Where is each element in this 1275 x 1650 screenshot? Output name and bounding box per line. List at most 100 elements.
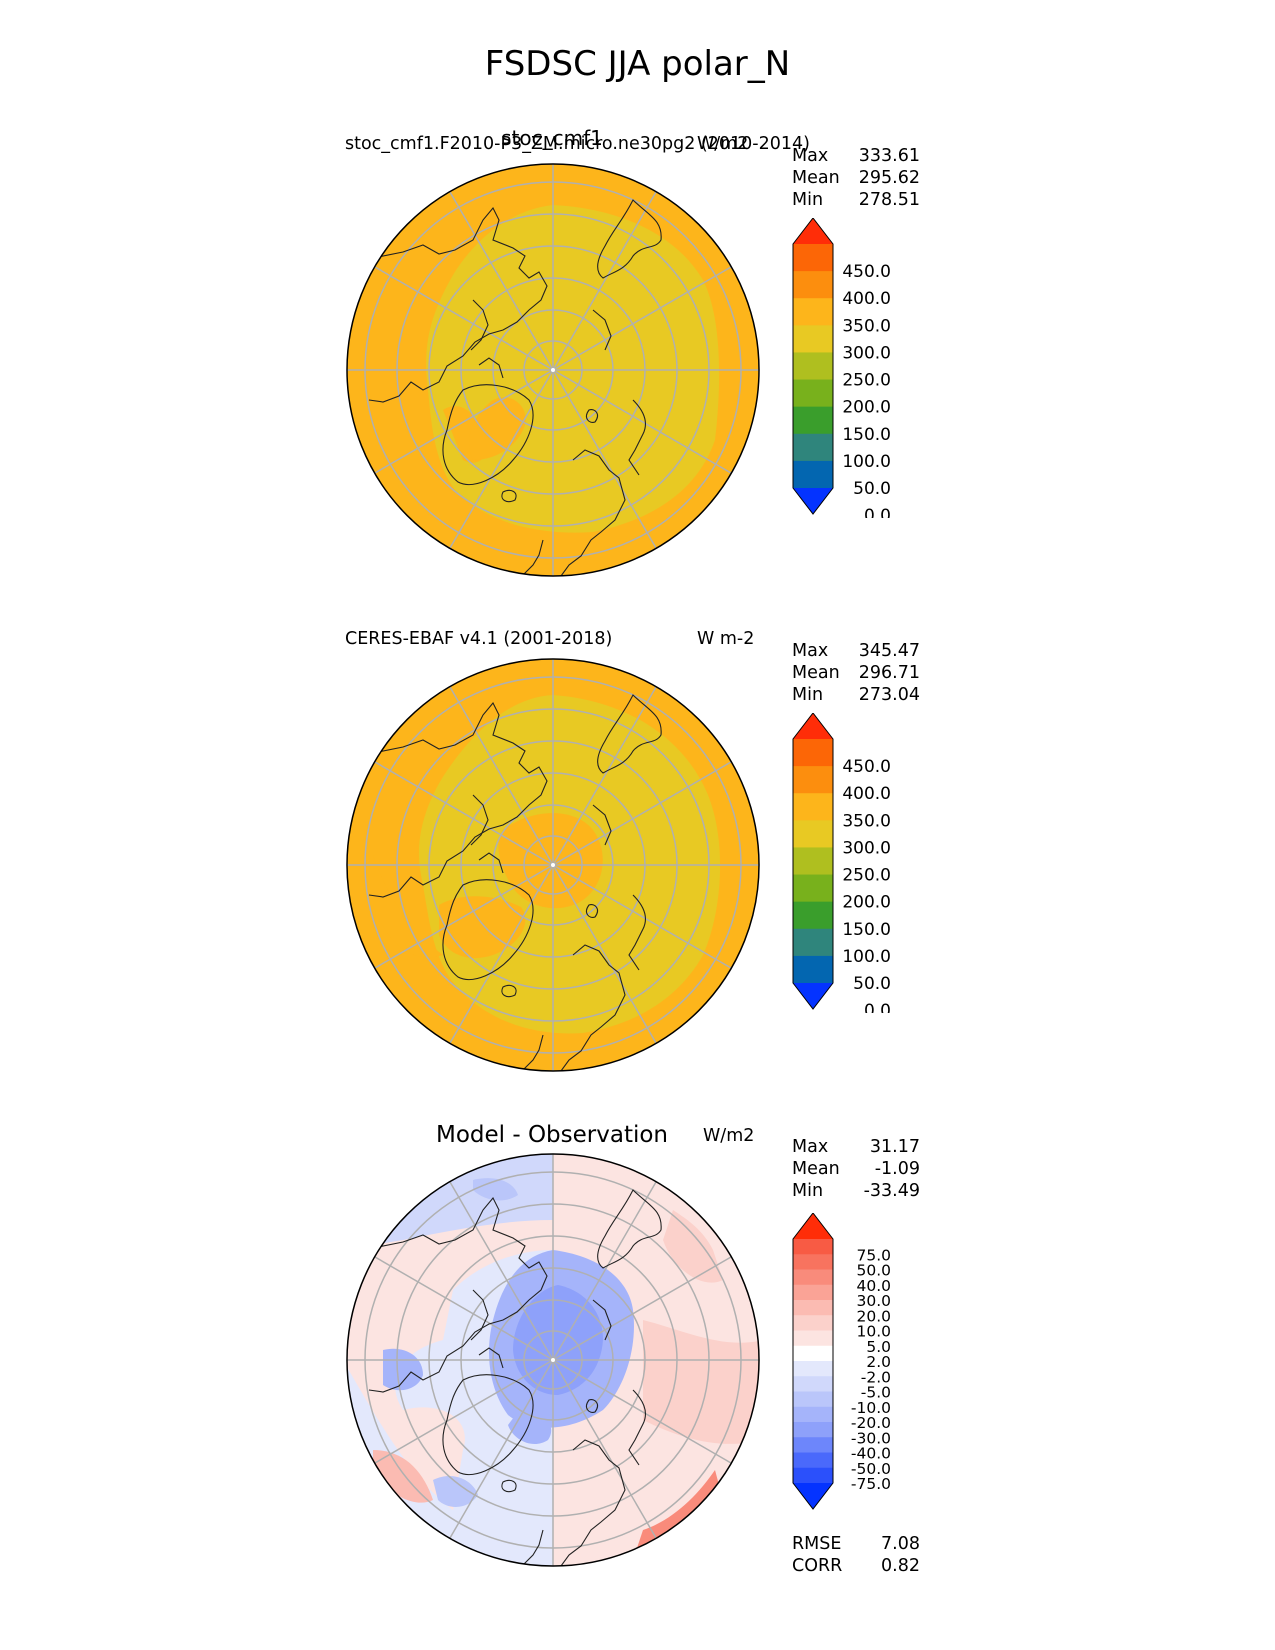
panel-ref-stats: Max 345.47 Mean 296.71 Min 273.04 [792,640,920,706]
colorbar-block [793,820,833,848]
colorbar-block [793,1422,833,1438]
colorbar-tick-label: 250.0 [842,866,891,886]
colorbar-block [793,1406,833,1423]
colorbar-block [793,325,833,353]
colorbar-block [793,1269,833,1286]
colorbar-outline [792,218,834,515]
panel-ref-left-title: CERES-EBAF v4.1 (2001-2018) [345,629,613,649]
polar-map-ref [346,658,760,1072]
colorbar-extend-bottom [793,983,833,1009]
colorbar-tick-label: 450.0 [842,262,891,282]
colorbar-block [793,1345,833,1362]
colorbar-block [793,1300,833,1316]
colorbar-block [793,874,833,903]
colorbar-tick-label: 150.0 [842,920,891,940]
stat-mean-label: Mean [792,168,840,188]
polar-map-test [346,163,760,577]
corr-value: 0.82 [881,1556,920,1576]
colorbar-tick-label: 450.0 [842,757,891,777]
colorbar-block [793,1452,833,1469]
colorbar-tick-label: 400.0 [842,289,891,309]
colorbar-block [793,847,833,876]
colorbar-tick-label: -50.0 [851,1460,891,1478]
stat-max-label: Max [792,146,829,166]
colorbar-block [793,433,833,462]
panel-test-left-title: stoc_cmf1.F2010-P3_ZM.micro.ne30pg2 (201… [345,134,810,154]
colorbar-tick-label: 300.0 [842,343,891,363]
panel-diff-center-title: Model - Observation [435,1122,669,1148]
colorbar-test: 450.0 400.0 350.0 300.0 250.0 200.0 150.0 100.0… [792,218,891,518]
colorbar-tick-label: 2.0 [866,1353,891,1371]
colorbar-block [793,901,833,930]
colorbar-tick-label: -10.0 [851,1399,891,1417]
colorbar-extend-bottom [793,1483,833,1509]
stat-mean-label: Mean [792,663,840,683]
stat-min-value: 273.04 [858,685,920,705]
colorbar-outline [792,713,834,1010]
colorbar-block [793,928,833,957]
rmse-label: RMSE [792,1534,842,1554]
panel-diff-units: W/m2 [703,1126,755,1146]
colorbar-tick-label: -30.0 [851,1429,891,1447]
colorbar-tick-label: 100.0 [842,452,891,472]
stat-max-value: 333.61 [858,146,920,166]
colorbar-block [793,1361,833,1377]
colorbar-tick-label: -20.0 [851,1414,891,1432]
colorbar-extend-top [793,713,833,739]
colorbar-tick-label: -5.0 [861,1384,891,1402]
colorbar-tick-label: 350.0 [842,811,891,831]
colorbar-tick-label: -75.0 [851,1475,891,1493]
colorbar-block [793,244,833,272]
colorbar-block [793,955,833,984]
colorbar-block [793,1330,833,1347]
colorbar-outline [792,1213,834,1510]
colorbar-ref: 450.0 400.0 350.0 300.0 250.0 200.0 150.0 100.0… [792,713,891,1013]
panel-test-stats: Max 333.61 Mean 295.62 Min 278.51 [792,145,920,211]
figure-title: FSDSC JJA polar_N [484,44,791,84]
colorbar-block [793,1239,833,1255]
stat-min-value: -33.49 [863,1181,920,1201]
stat-mean-value: -1.09 [874,1159,920,1179]
stat-mean-value: 295.62 [858,168,920,188]
colorbar-block [793,298,833,326]
panel-diff: Model - Observation W/m2 Max 31.17 Mean -1… [0,1118,1275,1613]
colorbar-block [793,1284,833,1301]
colorbar-tick-label: 0.0 [864,506,891,518]
panel-test-units: W/m2 [697,134,749,154]
colorbar-tick-label: 75.0 [856,1246,891,1264]
panel-test: stoc_cmf1.F2010-P3_ZM.micro.ne30pg2 (201… [0,126,1275,623]
colorbar-tick-label: 400.0 [842,784,891,804]
stat-mean-label: Mean [792,1159,840,1179]
colorbar-tick-label: 0.0 [864,1001,891,1013]
colorbar-tick-label: 350.0 [842,316,891,336]
corr-label: CORR [792,1556,843,1576]
stat-max-label: Max [792,1137,829,1157]
colorbar-tick-label: 50.0 [856,1262,891,1280]
panel-test-center-title: stoc_cmf1 [501,126,603,150]
colorbar-tick-label: 250.0 [842,371,891,391]
stat-min-label: Min [792,190,824,210]
colorbar-tick-label: -40.0 [851,1445,891,1463]
colorbar-tick-label: 50.0 [853,974,891,994]
colorbar-tick-label: 40.0 [856,1277,891,1295]
colorbar-extend-bottom [793,488,833,514]
colorbar-tick-label: 100.0 [842,947,891,967]
colorbar-block [793,271,833,299]
stat-min-label: Min [792,1181,824,1201]
colorbar-block [793,352,833,381]
stat-mean-value: 296.71 [858,663,920,683]
panel-ref: CERES-EBAF v4.1 (2001-2018) W m-2 Max 345… [0,623,1275,1118]
colorbar-tick-label: 10.0 [856,1323,891,1341]
colorbar-block [793,1467,833,1484]
colorbar-block [793,1254,833,1270]
stat-max-value: 31.17 [869,1137,920,1157]
colorbar-extend-top [793,218,833,244]
stat-min-value: 278.51 [858,190,920,210]
polar-map-diff [346,1153,760,1567]
rmse-value: 7.08 [881,1534,920,1554]
stat-max-value: 345.47 [858,641,920,661]
colorbar-block [793,379,833,408]
stat-min-label: Min [792,685,824,705]
colorbar-tick-label: 300.0 [842,838,891,858]
colorbar-block [793,406,833,435]
